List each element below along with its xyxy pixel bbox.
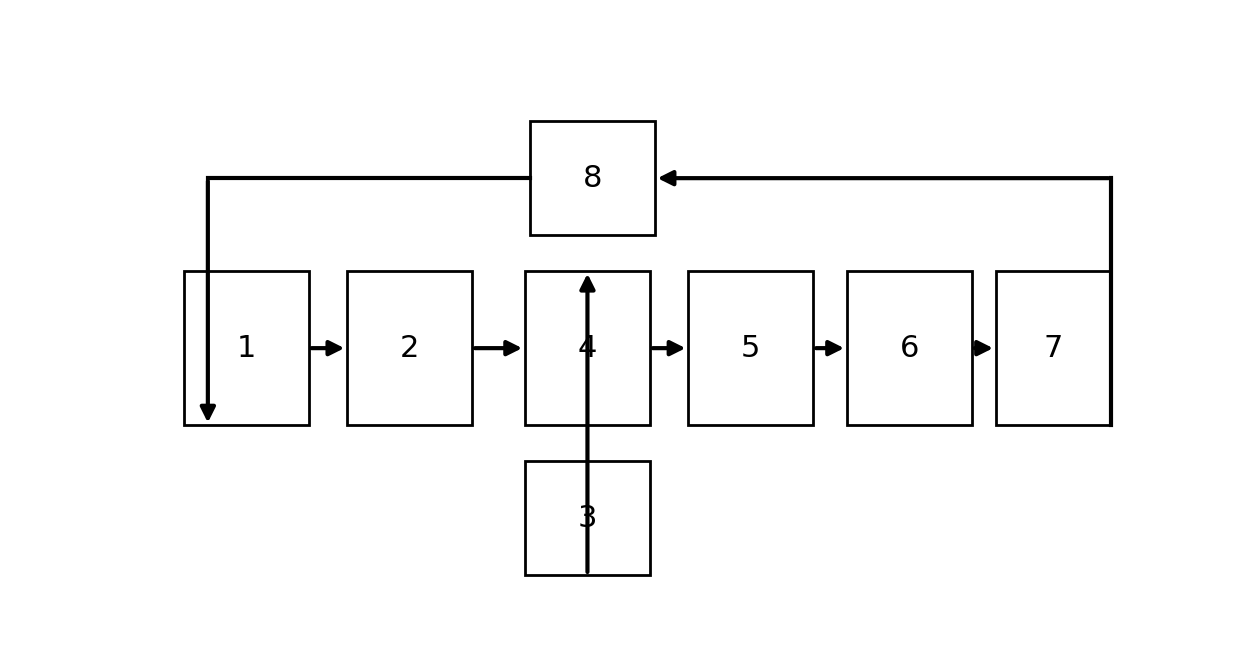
Text: 5: 5 (742, 334, 760, 363)
Text: 4: 4 (578, 334, 598, 363)
FancyBboxPatch shape (847, 271, 972, 425)
Text: 6: 6 (900, 334, 919, 363)
FancyBboxPatch shape (996, 271, 1111, 425)
FancyBboxPatch shape (184, 271, 309, 425)
FancyBboxPatch shape (347, 271, 472, 425)
FancyBboxPatch shape (525, 462, 650, 575)
Text: 8: 8 (583, 164, 601, 193)
Text: 1: 1 (237, 334, 255, 363)
Text: 7: 7 (1044, 334, 1063, 363)
Text: 2: 2 (401, 334, 419, 363)
FancyBboxPatch shape (529, 122, 655, 235)
FancyBboxPatch shape (525, 271, 650, 425)
Text: 3: 3 (578, 504, 598, 533)
FancyBboxPatch shape (688, 271, 813, 425)
